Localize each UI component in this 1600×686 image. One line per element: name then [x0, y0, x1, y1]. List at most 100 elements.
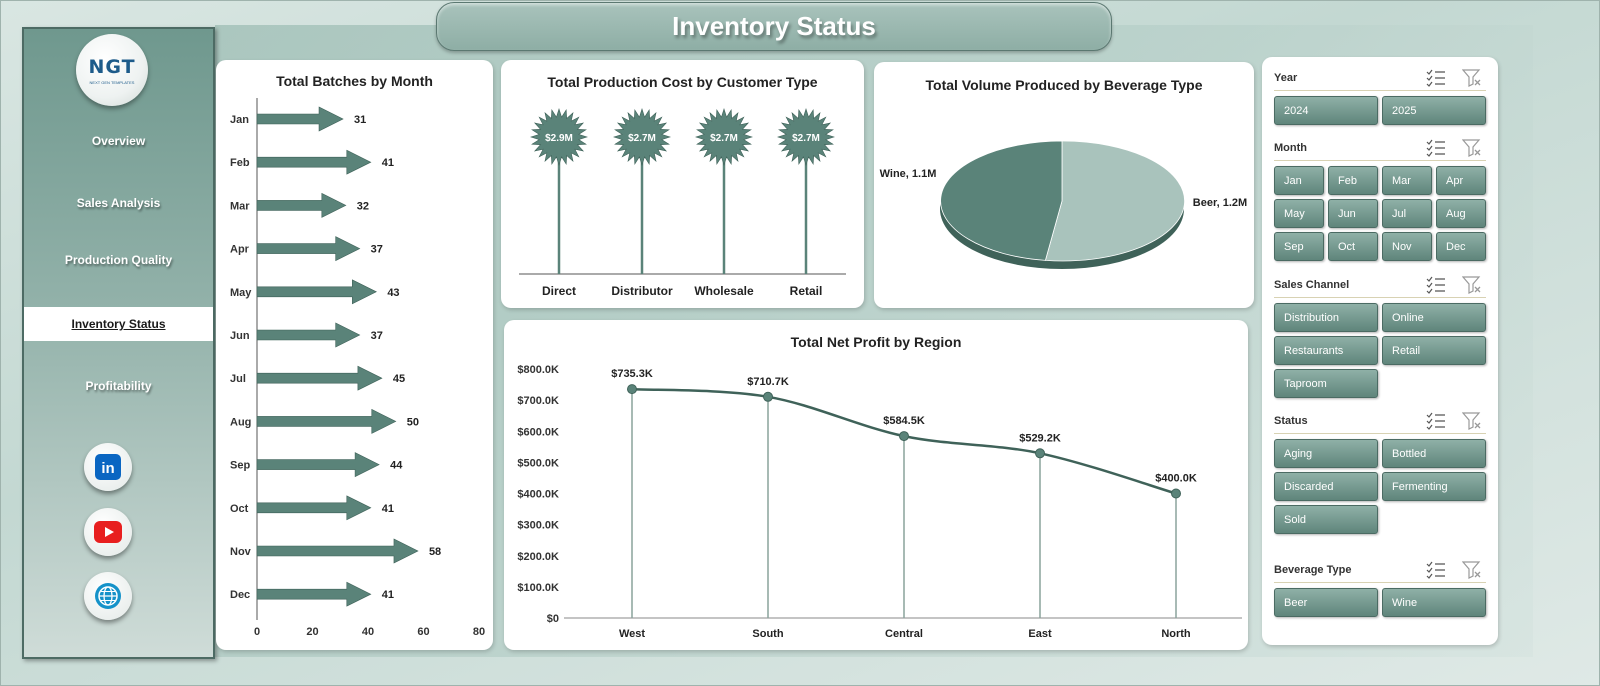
batch-data-label: 50 [407, 416, 419, 428]
region-tick-label: West [619, 628, 645, 640]
y-tick-label: $700.0K [517, 395, 559, 407]
nav-inventory-status[interactable]: Inventory Status [24, 307, 213, 341]
y-tick-label: $500.0K [517, 457, 559, 469]
slicer-label: Month [1274, 142, 1307, 154]
pie-data-label: Beer, 1.2M [1193, 197, 1247, 209]
x-tick-label: 60 [417, 626, 429, 638]
batch-arrow-bar [256, 365, 383, 391]
slicer-item-2024[interactable]: 2024 [1274, 96, 1378, 125]
batch-data-label: 41 [382, 503, 394, 515]
chart-title: Total Batches by Month [276, 73, 433, 89]
category-tick-label: Wholesale [694, 284, 754, 298]
batch-data-label: 58 [429, 546, 441, 558]
month-tick-label: Dec [230, 589, 250, 601]
nav-sales-analysis[interactable]: Sales Analysis [76, 196, 161, 210]
nav-overview[interactable]: Overview [91, 134, 146, 148]
slicer-item-beer[interactable]: Beer [1274, 588, 1378, 617]
month-tick-label: Jun [230, 330, 250, 342]
slicer-item-jan[interactable]: Jan [1274, 166, 1324, 195]
linkedin-icon: in [95, 454, 121, 480]
region-tick-label: North [1161, 628, 1191, 640]
slicer-item-retail[interactable]: Retail [1382, 336, 1486, 365]
web-globe-icon [95, 583, 121, 609]
cost-data-label: $2.7M [710, 133, 738, 144]
youtube-icon [94, 521, 122, 543]
multi-select-icon[interactable] [1426, 139, 1446, 157]
category-tick-label: Distributor [611, 284, 673, 298]
month-tick-label: Jan [230, 114, 249, 126]
youtube-button[interactable] [84, 508, 132, 556]
multi-select-icon[interactable] [1426, 69, 1446, 87]
slicer-item-distribution[interactable]: Distribution [1274, 303, 1378, 332]
profit-point [1171, 488, 1181, 499]
cost-starburst-marker [530, 108, 588, 166]
multi-select-icon[interactable] [1426, 561, 1446, 579]
volume-by-beverage-card: Total Volume Produced by Beverage Type B… [874, 62, 1254, 308]
x-tick-label: 20 [306, 626, 318, 638]
batch-data-label: 45 [393, 373, 405, 385]
slicer-items: Jan Feb Mar Apr May Jun Jul Aug Sep Oct Nov Dec [1274, 166, 1486, 261]
nav-profitability[interactable]: Profitability [85, 379, 152, 393]
slicer-item-nov[interactable]: Nov [1382, 232, 1432, 261]
slicer-item-wine[interactable]: Wine [1382, 588, 1486, 617]
slicer-panel: Year 2024 2025 Month Jan Feb Mar Apr May Jun Ju… [1262, 57, 1498, 645]
slicer-item-mar[interactable]: Mar [1382, 166, 1432, 195]
slicer-item-apr[interactable]: Apr [1436, 166, 1486, 195]
slicer-items: Aging Bottled Discarded Fermenting Sold [1274, 439, 1486, 534]
slicer-item-online[interactable]: Online [1382, 303, 1486, 332]
slicer-item-taproom[interactable]: Taproom [1274, 369, 1378, 398]
x-tick-label: 80 [473, 626, 485, 638]
slicer-item-aug[interactable]: Aug [1436, 199, 1486, 228]
multi-select-icon[interactable] [1426, 412, 1446, 430]
batch-arrow-bar [256, 192, 347, 218]
multi-select-icon[interactable] [1426, 276, 1446, 294]
linkedin-button[interactable]: in [84, 443, 132, 491]
website-button[interactable] [84, 572, 132, 620]
cost-starburst-marker [613, 108, 671, 166]
slicer-item-jul[interactable]: Jul [1382, 199, 1432, 228]
slicer-item-aging[interactable]: Aging [1274, 439, 1378, 468]
slicer-header: Status [1274, 410, 1486, 434]
batch-arrow-bar [256, 495, 372, 521]
nav-production-quality[interactable]: Production Quality [64, 253, 173, 267]
slicer-header: Year [1274, 67, 1486, 91]
clear-filter-icon[interactable] [1462, 276, 1482, 294]
profit-point [627, 384, 637, 395]
batch-data-label: 41 [382, 589, 394, 601]
production-cost-card: Total Production Cost by Customer Type $… [501, 60, 864, 308]
slicer-item-oct[interactable]: Oct [1328, 232, 1378, 261]
batch-arrow-bar [256, 322, 361, 348]
slicer-item-discarded[interactable]: Discarded [1274, 472, 1378, 501]
slicer-label: Year [1274, 72, 1298, 84]
slicer-item-sep[interactable]: Sep [1274, 232, 1324, 261]
chart-title: Total Volume Produced by Beverage Type [925, 77, 1203, 93]
month-tick-label: Mar [230, 200, 250, 212]
category-tick-label: Direct [542, 284, 576, 298]
month-tick-label: Feb [230, 157, 250, 169]
slicer-item-may[interactable]: May [1274, 199, 1324, 228]
profit-point [899, 431, 909, 442]
slicer-item-restaurants[interactable]: Restaurants [1274, 336, 1378, 365]
y-tick-label: $800.0K [517, 364, 559, 376]
batch-data-label: 37 [371, 330, 383, 342]
x-tick-label: 40 [362, 626, 374, 638]
slicer-item-feb[interactable]: Feb [1328, 166, 1378, 195]
slicer-item-2025[interactable]: 2025 [1382, 96, 1486, 125]
category-tick-label: Retail [790, 284, 823, 298]
slicer-item-sold[interactable]: Sold [1274, 505, 1378, 534]
clear-filter-icon[interactable] [1462, 69, 1482, 87]
batch-arrow-bar [256, 581, 372, 607]
y-tick-label: $100.0K [517, 582, 559, 594]
batch-arrow-bar [256, 279, 377, 305]
clear-filter-icon[interactable] [1462, 561, 1482, 579]
slicer-item-bottled[interactable]: Bottled [1382, 439, 1486, 468]
slicer-item-dec[interactable]: Dec [1436, 232, 1486, 261]
x-tick-label: 0 [254, 626, 260, 638]
clear-filter-icon[interactable] [1462, 412, 1482, 430]
clear-filter-icon[interactable] [1462, 139, 1482, 157]
batch-data-label: 43 [387, 287, 399, 299]
slicer-item-fermenting[interactable]: Fermenting [1382, 472, 1486, 501]
profit-data-label: $735.3K [611, 368, 653, 380]
page-title-bar: Inventory Status [436, 2, 1112, 51]
slicer-item-jun[interactable]: Jun [1328, 199, 1378, 228]
